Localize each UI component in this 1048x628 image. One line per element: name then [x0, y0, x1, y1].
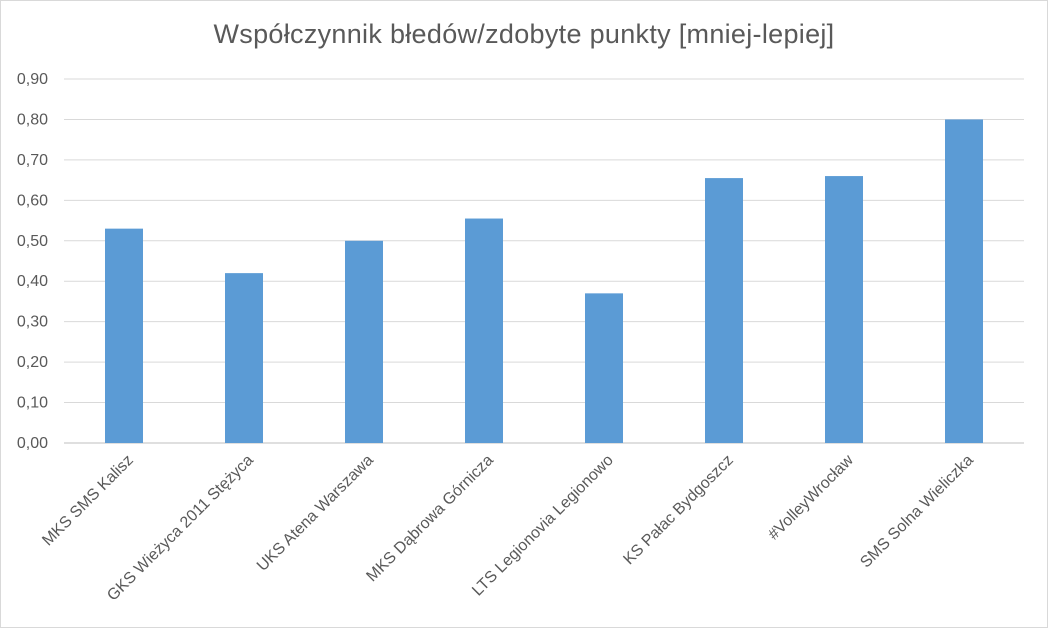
bar: [465, 218, 503, 443]
bar: [705, 178, 743, 444]
x-tick-label: #VolleyWrocław: [765, 451, 857, 543]
x-tick-label: SMS Solna Wieliczka: [857, 452, 977, 572]
y-tick-label: 0,30: [17, 314, 48, 331]
bar: [345, 240, 383, 443]
x-tick-label: LTS Legionovia Legionowo: [469, 452, 617, 600]
y-tick-label: 0,60: [17, 192, 48, 209]
y-tick-label: 0,80: [17, 111, 48, 128]
bar: [825, 176, 863, 444]
bar: [945, 119, 983, 443]
x-tick-label: MKS SMS Kalisz: [39, 452, 137, 550]
y-tick-label: 0,00: [17, 435, 48, 452]
y-tick-label: 0,50: [17, 233, 48, 250]
x-tick-label: GKS Wieżyca 2011 Stężyca: [104, 452, 257, 605]
y-tick-label: 0,70: [17, 152, 48, 169]
bar: [105, 228, 143, 443]
bar: [585, 293, 623, 443]
x-tick-label: KS Pałac Bydgoszcz: [620, 452, 736, 568]
bar: [225, 273, 263, 443]
y-tick-label: 0,10: [17, 395, 48, 412]
x-tick-label: UKS Atena Warszawa: [254, 452, 377, 575]
y-tick-label: 0,20: [17, 354, 48, 371]
y-tick-label: 0,40: [17, 273, 48, 290]
chart-title: Współczynnik błedów/zdobyte punkty [mnie…: [213, 19, 835, 49]
y-tick-label: 0,90: [17, 71, 48, 88]
x-tick-label: MKS Dąbrowa Górnicza: [363, 452, 496, 585]
